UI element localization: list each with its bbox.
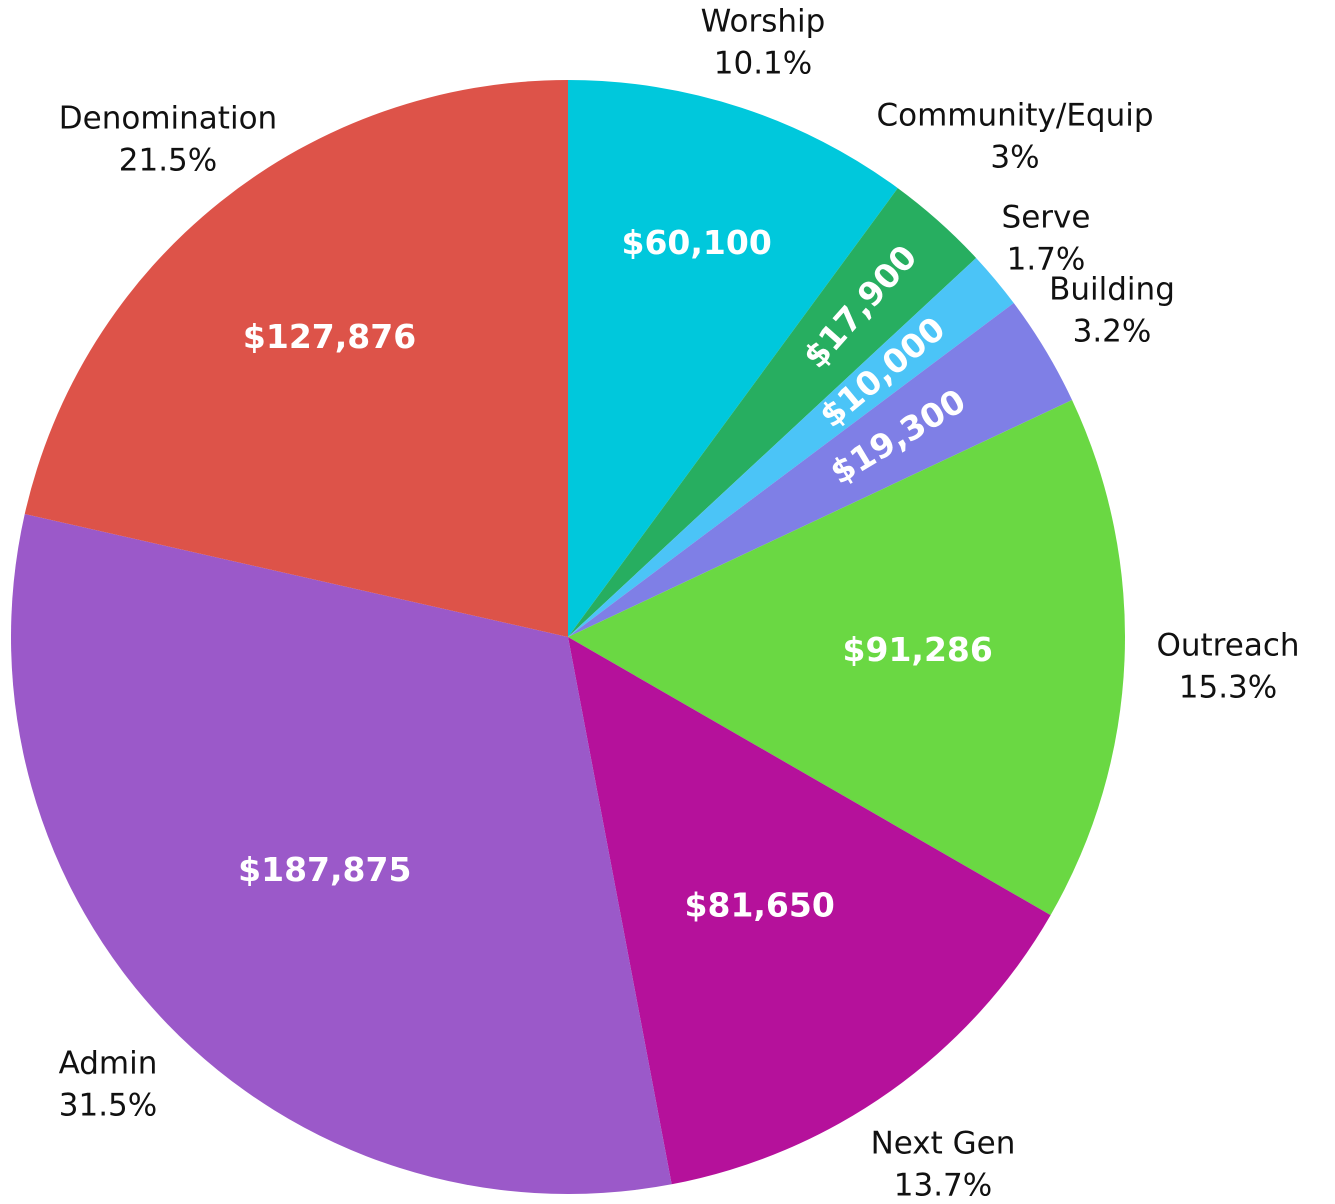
percent-label: 31.5%: [59, 1088, 157, 1124]
pie-slice: [568, 257, 1014, 637]
category-label: Serve: [1002, 200, 1091, 236]
category-label: Next Gen: [871, 1126, 1016, 1162]
pie-slice: [568, 80, 898, 637]
value-label: $187,875: [238, 850, 411, 889]
value-label: $91,286: [843, 630, 993, 669]
percent-label: 13.7%: [894, 1168, 992, 1201]
category-label: Admin: [59, 1046, 158, 1082]
percent-label: 15.3%: [1179, 670, 1277, 706]
category-label: Worship: [701, 4, 826, 40]
pie-slice: [568, 399, 1126, 916]
percent-label: 3.2%: [1073, 314, 1152, 350]
percent-label: 3%: [990, 140, 1039, 176]
value-label: $60,100: [622, 223, 772, 262]
percent-label: 10.1%: [714, 46, 812, 82]
category-label: Denomination: [59, 101, 277, 137]
category-label: Building: [1049, 272, 1175, 308]
pie-slice: [11, 513, 672, 1194]
pie-slice: [568, 302, 1073, 637]
value-label: $81,650: [685, 885, 835, 924]
pie-slice: [568, 188, 977, 638]
category-label: Community/Equip: [876, 98, 1153, 134]
percent-label: 21.5%: [119, 143, 217, 179]
percent-label: 1.7%: [1007, 242, 1086, 278]
value-label: $127,876: [243, 317, 416, 356]
pie-slice: [24, 80, 568, 637]
pie-slice: [568, 637, 1051, 1185]
category-label: Outreach: [1156, 628, 1299, 664]
